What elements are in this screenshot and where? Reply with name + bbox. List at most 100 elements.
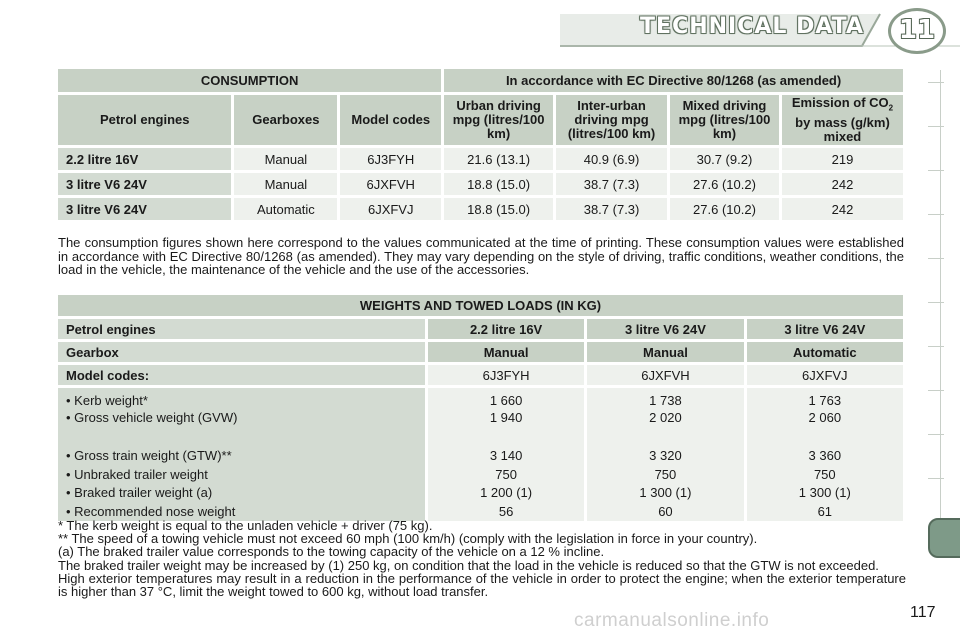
weight-value: 1 300 (1): [798, 485, 851, 501]
weight-values-column: 1 738 2 020 3 320 750 1 300 (1) 60: [587, 388, 744, 521]
col-model-codes: Model codes: [340, 95, 442, 145]
side-tab[interactable]: [928, 478, 944, 479]
gearbox-header: Manual: [587, 342, 744, 362]
table-row: 3 litre V6 24V Automatic 6JXFVJ 18.8 (15…: [58, 198, 903, 220]
side-tab[interactable]: [928, 170, 944, 171]
mixed-cell: 27.6 (10.2): [670, 198, 779, 220]
page-header: TECHNICAL DATA 11: [0, 0, 960, 60]
footnotes: * The kerb weight is equal to the unlade…: [58, 519, 906, 598]
engine-header: 2.2 litre 16V: [427, 319, 585, 339]
weight-item: • Unbraked trailer weight: [66, 466, 208, 482]
weight-values-column: 1 660 1 940 3 140 750 1 200 (1) 56: [427, 388, 585, 521]
chapter-number: 11: [898, 15, 936, 45]
side-tab-edge: [940, 70, 941, 520]
engine-header: 3 litre V6 24V: [587, 319, 744, 339]
footnote: (a) The braked trailer value corresponds…: [58, 544, 605, 560]
weight-item-list: • Kerb weight* • Gross vehicle weight (G…: [58, 388, 425, 521]
consumption-note: The consumption figures shown here corre…: [58, 235, 904, 277]
weight-value: 1 300 (1): [639, 485, 692, 501]
gearbox-header: Manual: [427, 342, 585, 362]
chapter-badge: 11: [888, 8, 946, 54]
model-cell: 6JXFVJ: [340, 198, 442, 220]
weight-value: 750: [654, 466, 677, 482]
table-row: 3 litre V6 24V Manual 6JXFVH 18.8 (15.0)…: [58, 173, 903, 195]
gearbox-cell: Manual: [234, 173, 338, 195]
weight-value: 56: [498, 503, 514, 519]
weight-value: 3 320: [649, 448, 682, 464]
col-gearboxes: Gearboxes: [234, 95, 338, 145]
footnote: The braked trailer weight may be increas…: [58, 557, 879, 573]
col-petrol-engines: Petrol engines: [58, 95, 232, 145]
header-banner: [560, 13, 960, 47]
emission-label-a: Emission of CO: [791, 95, 889, 111]
emission-cell: 242: [781, 198, 903, 220]
col-emission: Emission of CO2 by mass (g/km) mixed: [781, 95, 903, 145]
row-label-model-codes: Model codes:: [58, 365, 425, 385]
emission-cell: 242: [781, 173, 903, 195]
footnote: ** The speed of a towing vehicle must no…: [58, 531, 758, 547]
col-inter-urban: Inter-urban driving mpg (litres/100 km): [556, 95, 668, 145]
weight-value: 1 763: [808, 393, 842, 408]
mixed-cell: 27.6 (10.2): [670, 173, 779, 195]
gearbox-cell: Manual: [234, 148, 338, 170]
weight-item: • Gross vehicle weight (GVW): [66, 410, 238, 426]
emission-label-b: by mass (g/km) mixed: [795, 114, 890, 144]
side-tab[interactable]: [928, 126, 944, 127]
consumption-table: CONSUMPTION In accordance with EC Direct…: [55, 66, 906, 223]
weight-value: 2 060: [808, 410, 842, 426]
urban-cell: 21.6 (13.1): [444, 148, 554, 170]
weight-value: 1 940: [489, 410, 523, 426]
model-code: 6J3FYH: [427, 365, 585, 385]
weight-value: 750: [813, 466, 836, 482]
weight-item: • Braked trailer weight (a): [66, 485, 213, 501]
emission-cell: 219: [781, 148, 903, 170]
side-tab-active[interactable]: [928, 518, 960, 558]
weight-value: 2 020: [649, 410, 682, 426]
watermark: carmanualsonline.info: [574, 610, 770, 631]
model-code: 6JXFVH: [587, 365, 744, 385]
weight-value: 3 140: [489, 448, 523, 464]
row-label-engines: Petrol engines: [58, 319, 425, 339]
inter-urban-cell: 38.7 (7.3): [556, 173, 668, 195]
page-title: TECHNICAL DATA: [640, 14, 864, 39]
side-tab[interactable]: [928, 82, 944, 83]
weight-value: 61: [817, 503, 833, 519]
side-tab[interactable]: [928, 390, 944, 391]
side-tab[interactable]: [928, 214, 944, 215]
weight-value: 750: [495, 466, 517, 482]
model-cell: 6J3FYH: [340, 148, 442, 170]
engine-cell: 3 litre V6 24V: [58, 173, 232, 195]
footnote: High exterior temperatures may result in…: [58, 570, 906, 600]
urban-cell: 18.8 (15.0): [444, 198, 554, 220]
engine-cell: 3 litre V6 24V: [58, 198, 232, 220]
weight-value: 3 360: [808, 448, 842, 464]
consumption-title: CONSUMPTION: [58, 69, 442, 92]
side-tab[interactable]: [928, 434, 944, 435]
weights-title: WEIGHTS AND TOWED LOADS (IN KG): [58, 295, 903, 316]
weight-values-column: 1 763 2 060 3 360 750 1 300 (1) 61: [746, 388, 903, 521]
weight-item: • Recommended nose weight: [66, 503, 236, 519]
side-tab[interactable]: [928, 302, 944, 303]
weight-item: • Gross train weight (GTW)**: [66, 448, 232, 464]
gearbox-cell: Automatic: [234, 198, 338, 220]
side-tab[interactable]: [928, 258, 944, 259]
col-mixed: Mixed driving mpg (litres/100 km): [670, 95, 779, 145]
mixed-cell: 30.7 (9.2): [670, 148, 779, 170]
directive-title: In accordance with EC Directive 80/1268 …: [444, 69, 903, 92]
model-code: 6JXFVJ: [746, 365, 903, 385]
urban-cell: 18.8 (15.0): [444, 173, 554, 195]
inter-urban-cell: 40.9 (6.9): [556, 148, 668, 170]
model-cell: 6JXFVH: [340, 173, 442, 195]
row-label-gearbox: Gearbox: [58, 342, 425, 362]
col-urban: Urban driving mpg (litres/100 km): [444, 95, 554, 145]
side-tab[interactable]: [928, 346, 944, 347]
emission-subscript: 2: [888, 103, 894, 113]
footnote: * The kerb weight is equal to the unlade…: [58, 518, 433, 533]
weight-value: 1 660: [489, 393, 523, 408]
gearbox-header: Automatic: [746, 342, 903, 362]
weight-item: • Kerb weight*: [66, 393, 148, 408]
weight-value: 1 738: [649, 393, 682, 408]
engine-header: 3 litre V6 24V: [746, 319, 903, 339]
engine-cell: 2.2 litre 16V: [58, 148, 232, 170]
weights-table: WEIGHTS AND TOWED LOADS (IN KG) Petrol e…: [55, 292, 906, 524]
